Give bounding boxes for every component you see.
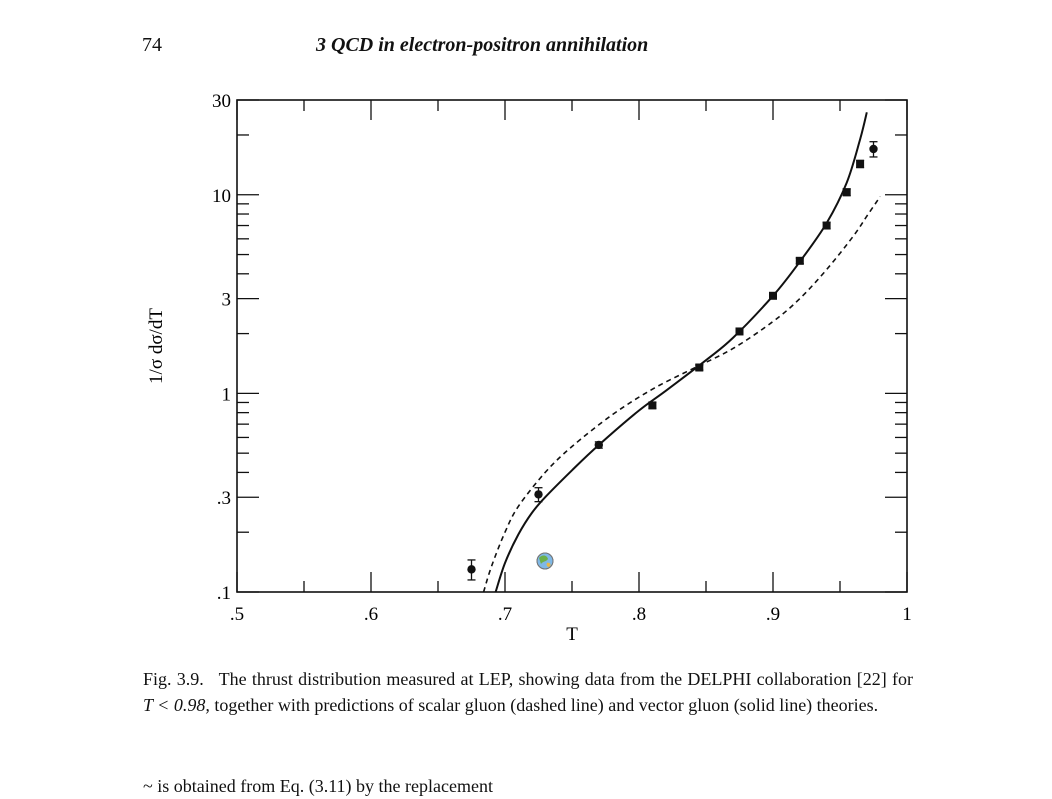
data-point (735, 327, 744, 336)
data-point (842, 188, 851, 197)
data-point (769, 291, 777, 300)
x-axis-title: T (566, 624, 578, 645)
plot-frame (236, 99, 908, 593)
page-number: 74 (142, 34, 162, 56)
tick-labels: .5 .6 .7 .8 .9 1 .1 .3 1 3 10 30 (212, 91, 912, 625)
caption-text-1: The thrust distribution measured at LEP,… (218, 669, 913, 689)
data-point (869, 141, 878, 158)
y-tick-label: 3 (222, 290, 232, 311)
data-point (467, 559, 476, 581)
x-tick-label: .9 (766, 604, 780, 625)
vector-gluon-solid-curve (494, 112, 868, 593)
caption-text-2: together with predictions of scalar gluo… (214, 695, 879, 715)
y-tick-label: 10 (212, 186, 231, 207)
scalar-gluon-dashed-curve (482, 196, 881, 593)
data-point (795, 256, 804, 265)
axis-ticks (236, 99, 908, 593)
data-point (856, 159, 865, 169)
data-point (822, 221, 831, 230)
figure-caption: Fig. 3.9. The thrust distribution measur… (143, 666, 913, 718)
delphi-data-points (467, 141, 878, 581)
y-axis-title: 1/σ dσ/dT (146, 308, 167, 384)
x-tick-label: .7 (498, 604, 512, 625)
x-tick-label: .6 (364, 604, 378, 625)
running-head: 3 QCD in electron-positron annihilation (316, 34, 649, 56)
data-point (648, 401, 657, 410)
body-text-line: ~ is obtained from Eq. (3.11) by the rep… (143, 776, 493, 796)
data-point (594, 440, 603, 450)
x-tick-label: .5 (230, 604, 244, 625)
y-tick-label: 1 (222, 384, 232, 405)
figure-label: Fig. 3.9. (143, 669, 204, 689)
globe-icon (536, 552, 554, 570)
y-tick-label: .1 (217, 583, 231, 604)
caption-math: T < 0.98, (143, 695, 210, 715)
data-point (695, 363, 704, 372)
data-point (534, 487, 543, 503)
y-tick-label: .3 (217, 488, 231, 509)
y-tick-label: 30 (212, 91, 231, 112)
x-tick-label: 1 (902, 604, 912, 625)
x-tick-label: .8 (632, 604, 646, 625)
